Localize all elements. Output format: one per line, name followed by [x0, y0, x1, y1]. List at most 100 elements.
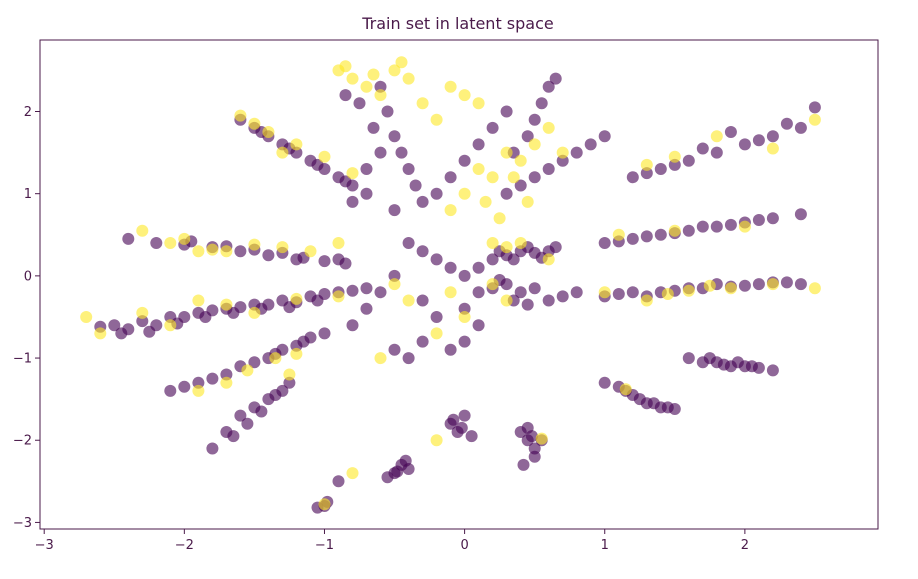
y-tick-label: 2	[24, 105, 32, 120]
scatter-point	[108, 319, 121, 332]
scatter-point	[206, 442, 219, 455]
scatter-point	[486, 253, 499, 266]
scatter-point	[220, 245, 233, 258]
scatter-point	[262, 126, 275, 138]
scatter-point	[794, 278, 807, 291]
scatter-point	[241, 364, 254, 377]
scatter-point	[458, 409, 471, 422]
scatter-point	[430, 253, 443, 266]
scatter-point	[332, 475, 345, 488]
scatter-point	[346, 467, 359, 480]
scatter-point	[339, 89, 352, 102]
scatter-point	[346, 195, 359, 208]
scatter-point	[458, 269, 471, 282]
x-tick-label: −1	[315, 538, 334, 553]
scatter-point	[395, 146, 408, 159]
scatter-point	[220, 298, 233, 311]
scatter-point	[136, 315, 149, 328]
scatter-point	[486, 171, 499, 184]
scatter-point	[115, 327, 128, 340]
scatter-point	[521, 130, 534, 143]
scatter-point	[500, 146, 513, 159]
scatter-point	[220, 368, 233, 381]
scatter-point	[542, 80, 555, 93]
scatter-point	[682, 352, 695, 365]
scatter-point	[248, 238, 261, 251]
scatter-point	[234, 409, 247, 422]
scatter-point	[458, 311, 471, 323]
scatter-point	[703, 279, 716, 292]
scatter-point	[738, 279, 751, 292]
scatter-point	[290, 292, 303, 305]
scatter-point	[472, 97, 485, 110]
scatter-point	[598, 376, 611, 389]
scatter-point	[430, 327, 443, 340]
scatter-point	[500, 241, 513, 254]
scatter-point	[164, 237, 177, 249]
scatter-point	[626, 171, 639, 184]
scatter-point	[192, 294, 205, 307]
y-tick-label: −3	[13, 516, 32, 531]
scatter-point	[486, 278, 499, 291]
scatter-point	[549, 72, 562, 85]
scatter-point	[661, 401, 674, 414]
scatter-point	[416, 245, 429, 258]
scatter-point	[444, 80, 457, 93]
y-axis: −3 −2 −1 0 1 2	[13, 105, 40, 531]
scatter-point	[381, 105, 394, 118]
x-tick-label: −2	[175, 538, 194, 553]
scatter-point	[381, 471, 394, 484]
scatter-point	[178, 232, 191, 245]
scatter-point	[514, 286, 527, 299]
scatter-point	[227, 306, 240, 319]
scatter-point	[598, 286, 611, 299]
scatter-point	[192, 384, 205, 397]
scatter-point	[399, 454, 412, 467]
scatter-point	[444, 171, 457, 184]
scatter-point	[458, 154, 471, 167]
scatter-point	[752, 278, 765, 291]
scatter-point	[668, 224, 681, 237]
scatter-point	[234, 109, 247, 122]
scatter-point	[486, 237, 499, 249]
scatter-point	[640, 158, 653, 171]
scatter-point	[374, 146, 387, 159]
scatter-point	[717, 358, 730, 371]
scatter-point	[353, 97, 366, 110]
scatter-point	[290, 347, 303, 360]
scatter-point	[346, 284, 359, 297]
scatter-point	[535, 97, 548, 110]
scatter-point	[388, 64, 401, 77]
scatter-point	[136, 224, 149, 237]
scatter-point	[416, 335, 429, 348]
scatter-point	[367, 121, 380, 134]
scatter-point	[455, 421, 468, 434]
x-tick-label: 0	[460, 538, 468, 553]
scatter-point	[500, 105, 513, 118]
scatter-point	[416, 97, 429, 110]
scatter-point	[318, 327, 331, 340]
scatter-point	[402, 294, 415, 307]
scatter-point	[241, 417, 254, 430]
scatter-point	[710, 220, 723, 233]
scatter-point	[479, 195, 492, 208]
scatter-point	[766, 364, 779, 377]
scatter-point	[640, 230, 653, 243]
scatter-point	[808, 113, 821, 126]
scatter-point	[178, 380, 191, 393]
scatter-point	[710, 130, 723, 143]
scatter-point	[283, 376, 296, 389]
scatter-point	[598, 130, 611, 143]
scatter-point	[255, 405, 268, 418]
scatter-point	[472, 261, 485, 274]
scatter-point	[318, 255, 331, 268]
scatter-point	[528, 113, 541, 126]
scatter-point	[283, 368, 296, 381]
scatter-point	[311, 294, 324, 307]
scatter-point	[276, 146, 289, 159]
scatter-point	[528, 442, 541, 455]
scatter-point	[248, 356, 261, 369]
scatter-point	[360, 80, 373, 93]
scatter-point	[731, 356, 744, 369]
